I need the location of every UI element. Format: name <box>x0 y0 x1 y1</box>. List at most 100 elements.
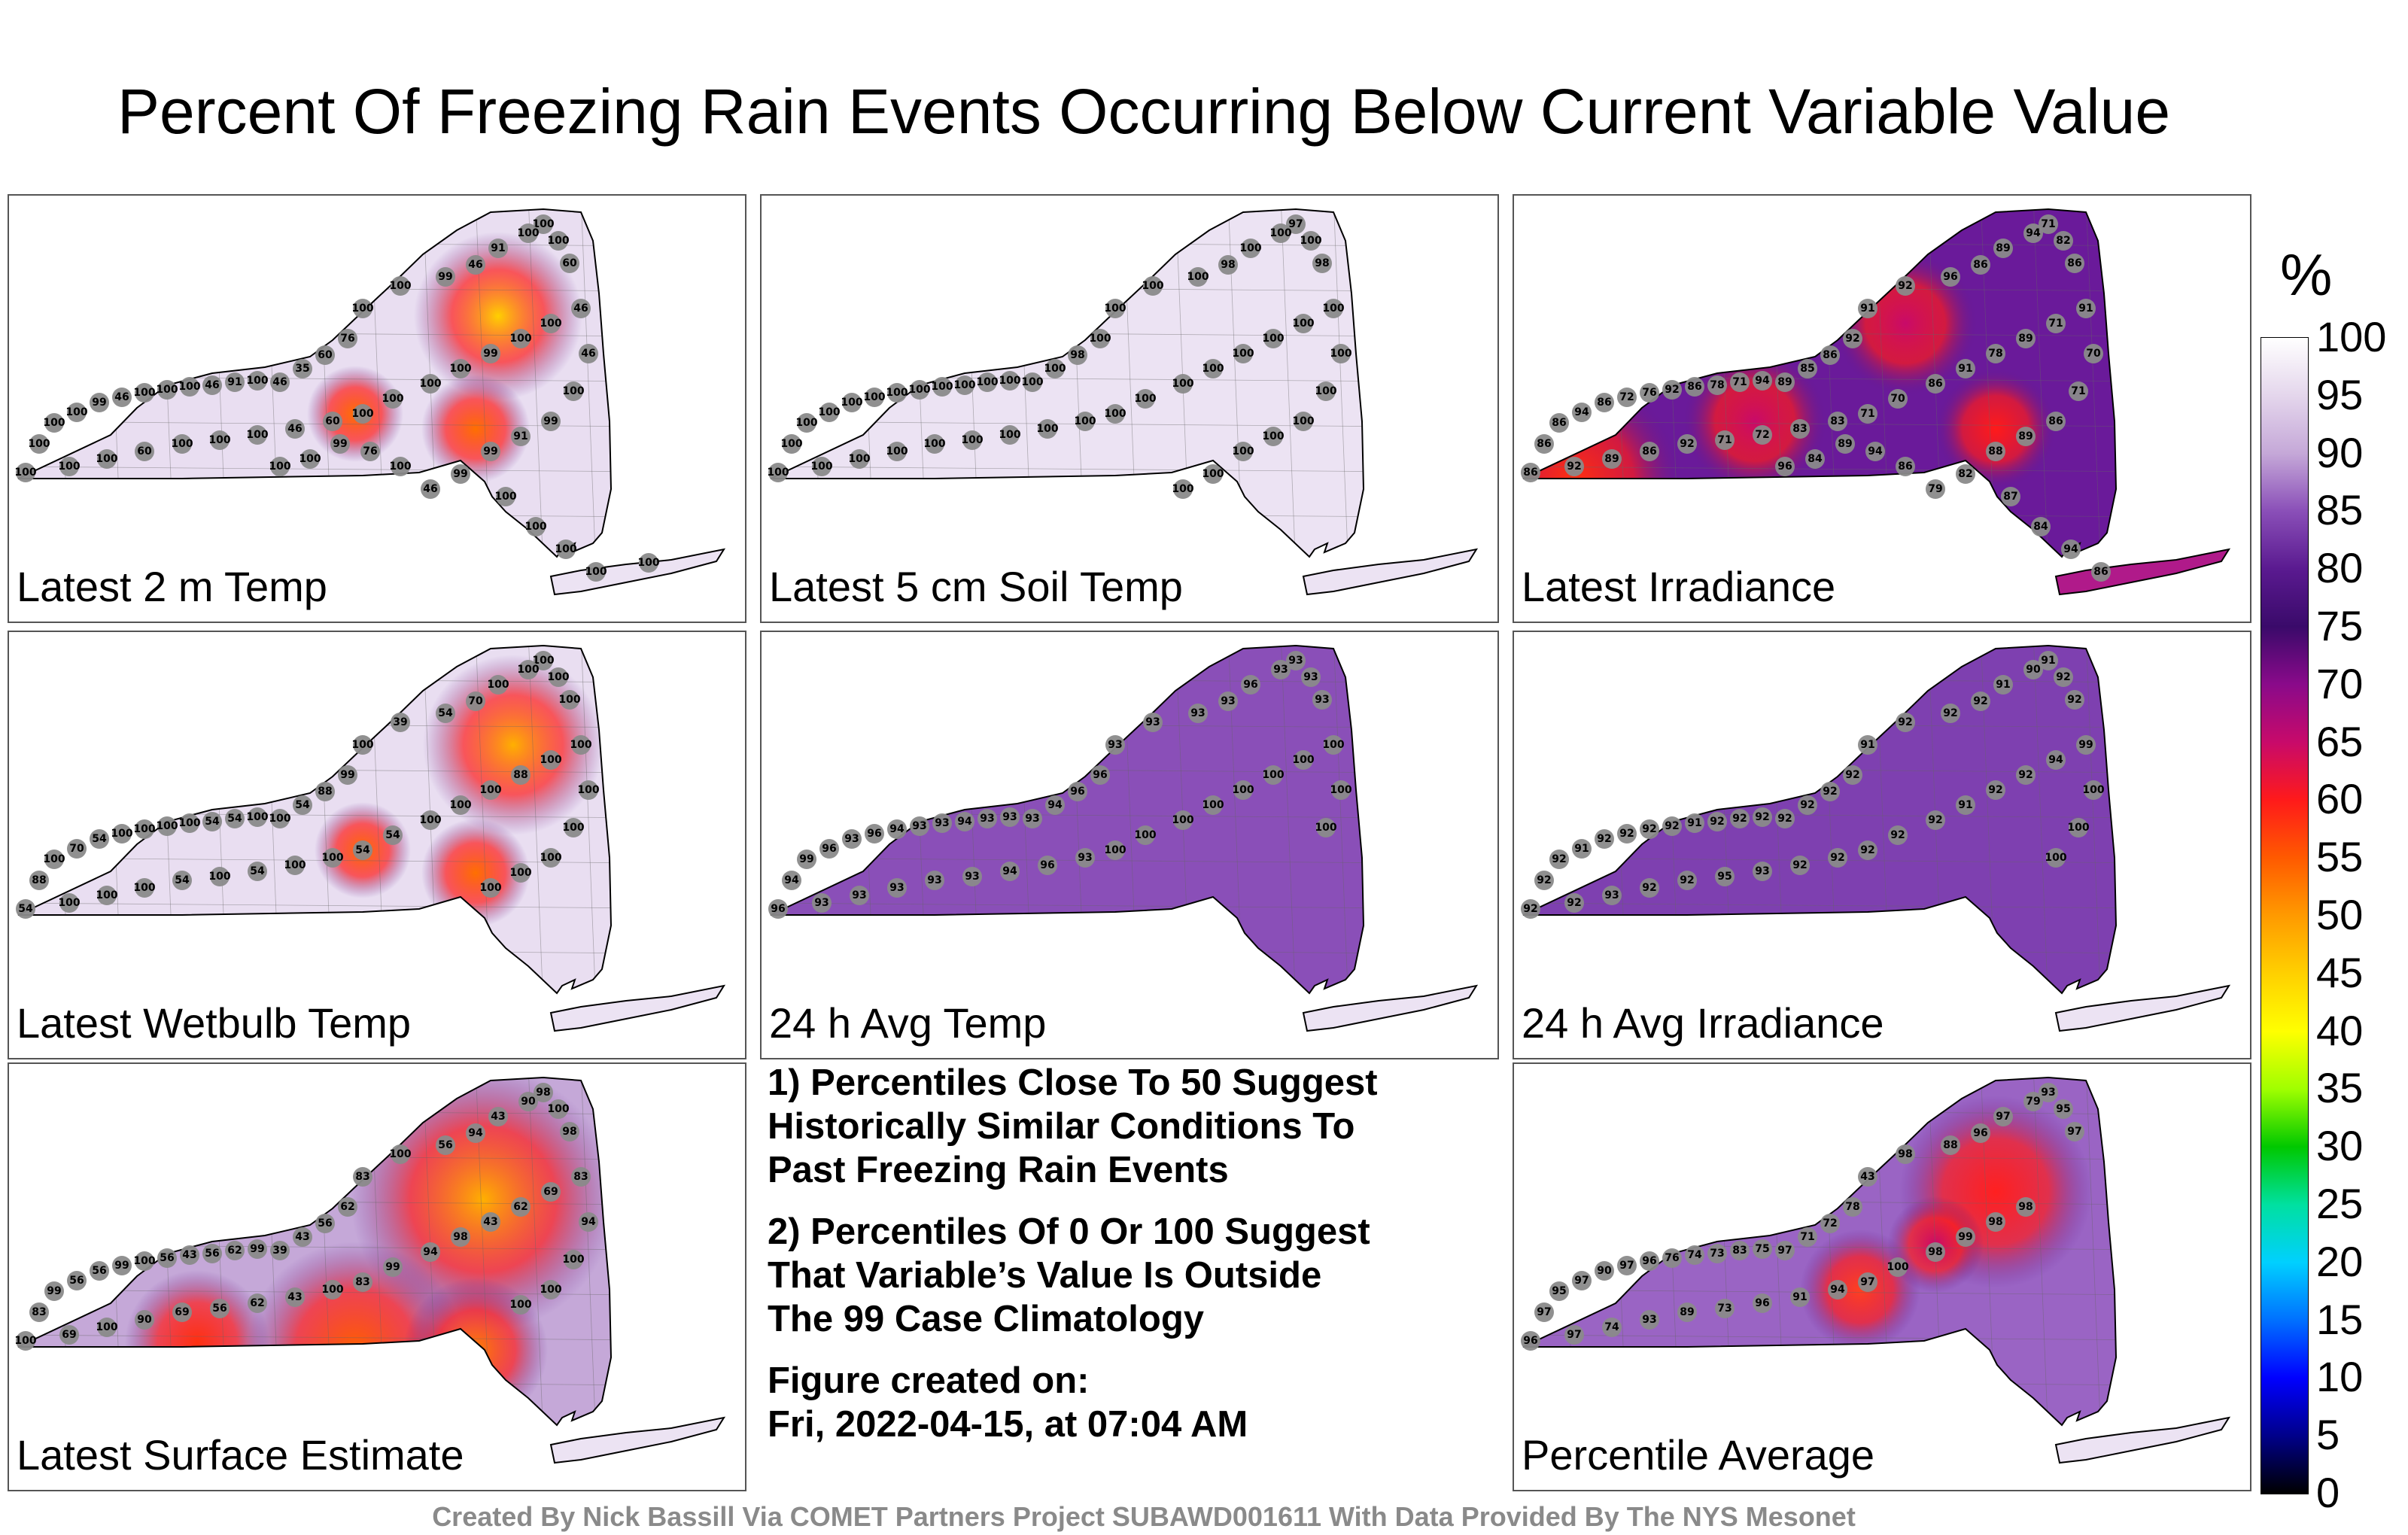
station-marker: 91 <box>1790 1287 1810 1307</box>
station-value: 100 <box>540 318 561 330</box>
station-value: 100 <box>540 852 561 864</box>
station-marker: 46 <box>571 299 591 318</box>
station-marker: 78 <box>1986 344 2005 363</box>
station-value: 54 <box>227 813 242 825</box>
station-value: 100 <box>886 445 908 457</box>
county-line <box>18 1154 611 1161</box>
station-value: 91 <box>1860 302 1874 315</box>
ny-map: 9395977997968898437872719775837374769697… <box>1521 1076 2231 1464</box>
station-value: 83 <box>573 1171 588 1183</box>
station-value: 100 <box>487 679 509 691</box>
station-marker: 100 <box>1172 479 1194 499</box>
station-value: 99 <box>543 415 558 427</box>
county-line <box>18 722 611 729</box>
county-line <box>1523 902 2116 910</box>
station-marker: 100 <box>299 449 321 469</box>
station-value: 56 <box>92 1265 106 1277</box>
station-value: 100 <box>818 406 840 418</box>
county-line <box>1523 676 2116 684</box>
station-value: 91 <box>1958 799 1972 811</box>
station-marker: 100 <box>532 651 555 670</box>
station-marker: 94 <box>2023 223 2043 243</box>
station-marker: 98 <box>451 1227 470 1247</box>
station-value: 70 <box>468 695 483 707</box>
station-value: 100 <box>156 384 178 396</box>
station-value: 96 <box>1243 679 1257 691</box>
county-line <box>771 421 1364 428</box>
station-value: 93 <box>1288 655 1303 667</box>
station-value: 54 <box>355 844 370 856</box>
station-marker: 95 <box>1715 867 1735 886</box>
station-value: 70 <box>2086 348 2101 360</box>
station-marker: 100 <box>547 667 570 687</box>
station-marker: 100 <box>1134 389 1157 409</box>
colorbar <box>2261 337 2309 1494</box>
station-marker: 71 <box>1858 404 1877 424</box>
station-value: 88 <box>32 874 46 886</box>
station-value: 94 <box>957 816 972 828</box>
station-marker: 100 <box>1232 442 1254 461</box>
station-marker: 100 <box>517 660 540 679</box>
station-marker: 100 <box>886 383 908 403</box>
station-marker: 94 <box>1753 371 1772 391</box>
station-marker: 91 <box>2076 299 2096 318</box>
station-value: 46 <box>468 259 482 271</box>
county-line <box>1523 240 2116 248</box>
station-value: 100 <box>780 438 802 450</box>
station-value: 94 <box>1047 799 1063 811</box>
station-value: 96 <box>1755 1297 1769 1309</box>
station-marker: 83 <box>571 1167 591 1187</box>
station-value: 94 <box>1002 865 1017 877</box>
station-value: 100 <box>999 429 1020 441</box>
station-value: 94 <box>1868 445 1883 457</box>
station-value: 100 <box>1044 363 1066 375</box>
station-marker: 100 <box>540 750 562 770</box>
station-value: 91 <box>1687 817 1701 829</box>
station-value: 98 <box>1928 1246 1942 1258</box>
station-marker: 54 <box>383 825 403 845</box>
station-value: 99 <box>483 348 497 360</box>
station-value: 39 <box>393 716 407 728</box>
county-line <box>771 947 1364 955</box>
colorbar-tick-label: 55 <box>2316 833 2364 881</box>
county-line <box>580 209 597 557</box>
station-marker: 76 <box>1662 1248 1682 1268</box>
station-marker: 54 <box>172 871 192 890</box>
station-value: 100 <box>178 817 200 829</box>
station-value: 69 <box>175 1306 189 1318</box>
station-marker: 100 <box>133 1251 156 1271</box>
station-value: 99 <box>1958 1231 1972 1243</box>
station-marker: 60 <box>323 412 342 431</box>
station-marker: 100 <box>509 329 532 348</box>
station-marker: 92 <box>1896 713 1915 732</box>
station-value: 99 <box>340 769 354 781</box>
station-marker: 100 <box>953 375 976 395</box>
long-island <box>1302 984 1479 1032</box>
station-marker: 100 <box>540 1280 562 1299</box>
ny-map: 9710098100100981001001001009810010010010… <box>767 208 1479 596</box>
station-marker: 100 <box>1887 1257 1909 1277</box>
percentile-hotspot <box>414 232 582 400</box>
station-value: 71 <box>1717 434 1732 446</box>
station-value: 72 <box>1619 391 1634 403</box>
station-value: 78 <box>1710 379 1724 391</box>
station-marker: 100 <box>585 562 607 582</box>
station-marker: 56 <box>67 1271 87 1290</box>
station-marker: 100 <box>570 735 592 755</box>
station-value: 100 <box>58 897 80 909</box>
ny-map: 7182869489869692919286858994717886927672… <box>1521 208 2231 596</box>
station-value: 100 <box>382 393 403 405</box>
station-marker: 100 <box>767 463 789 482</box>
station-marker: 94 <box>1828 1280 1847 1299</box>
station-value: 92 <box>1665 820 1679 832</box>
station-marker: 93 <box>812 893 832 913</box>
station-value: 62 <box>513 1201 528 1213</box>
station-marker: 60 <box>315 345 335 365</box>
county-line <box>1558 646 1575 993</box>
station-marker: 98 <box>1926 1242 1945 1262</box>
station-value: 91 <box>1958 363 1972 375</box>
county-line <box>2085 209 2102 557</box>
station-marker: 86 <box>1926 374 1945 394</box>
station-value: 94 <box>1830 1284 1845 1296</box>
station-value: 92 <box>1567 897 1581 909</box>
